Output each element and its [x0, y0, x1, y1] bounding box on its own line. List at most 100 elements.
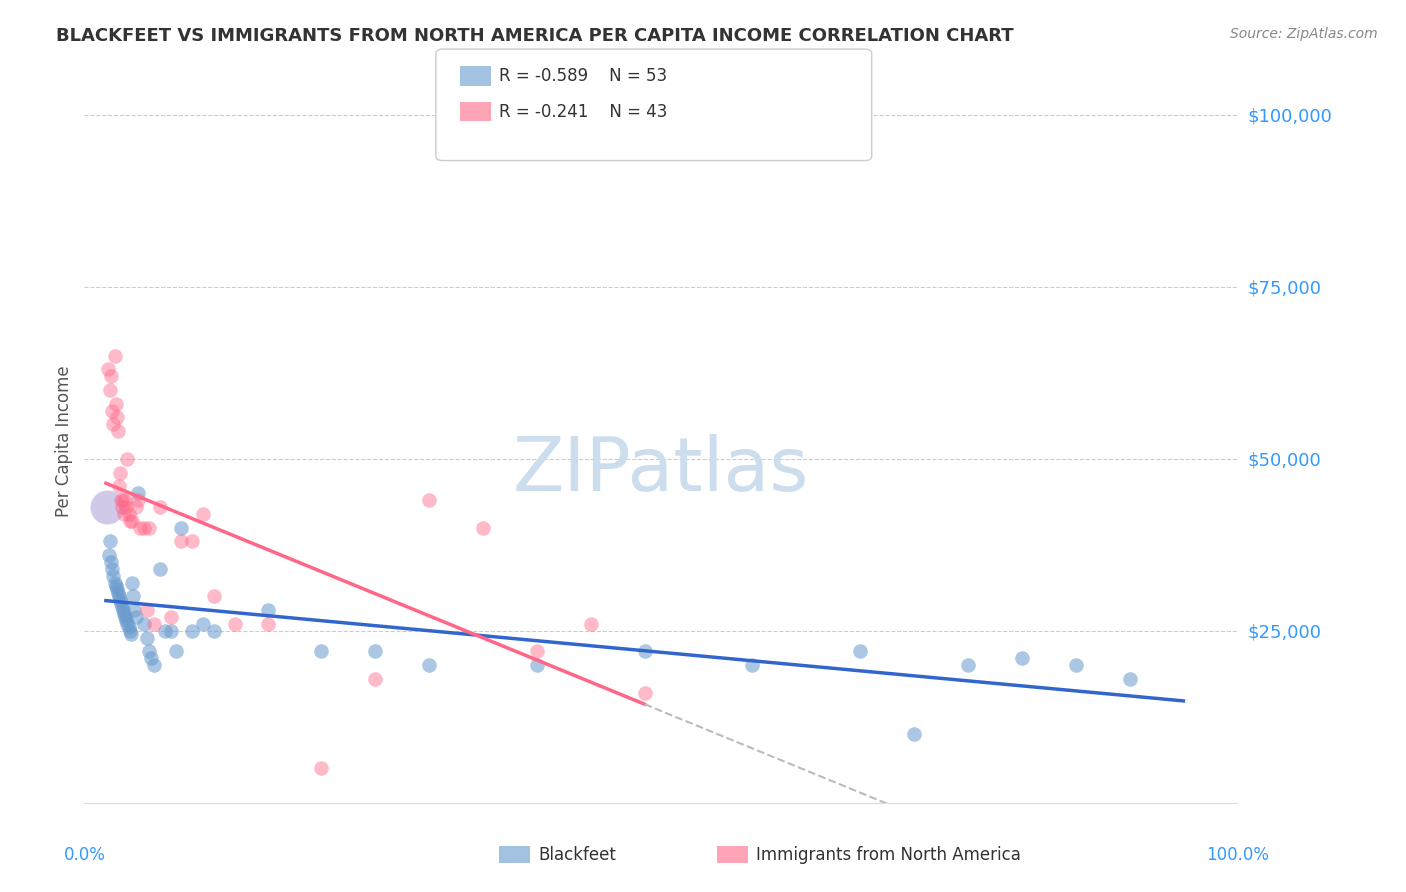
Point [107, 424, 129, 438]
Point [138, 644, 160, 658]
Point [112, 493, 135, 508]
Text: 0.0%: 0.0% [63, 847, 105, 864]
Point [149, 500, 172, 514]
Point [100, 555, 122, 569]
Point [104, 397, 127, 411]
Point [1118, 672, 1140, 686]
Point [132, 616, 155, 631]
Point [849, 644, 872, 658]
Point [114, 610, 136, 624]
Point [132, 520, 155, 534]
Text: ZIPatlas: ZIPatlas [513, 434, 808, 507]
Point [104, 579, 127, 593]
Point [143, 658, 166, 673]
Text: Immigrants from North America: Immigrants from North America [756, 846, 1021, 863]
Point [526, 658, 548, 673]
Point [141, 651, 163, 665]
Point [127, 493, 149, 508]
Text: Source: ZipAtlas.com: Source: ZipAtlas.com [1230, 27, 1378, 41]
Point [121, 590, 143, 604]
Point [117, 507, 139, 521]
Point [110, 596, 132, 610]
Point [135, 631, 157, 645]
Point [149, 562, 172, 576]
Point [112, 507, 135, 521]
Point [129, 520, 152, 534]
Point [1011, 651, 1033, 665]
Point [634, 644, 657, 658]
Point [125, 610, 148, 624]
Point [170, 534, 193, 549]
Point [98, 548, 121, 562]
Point [115, 500, 138, 514]
Point [526, 644, 548, 658]
Point [127, 486, 149, 500]
Point [170, 520, 193, 534]
Point [117, 451, 139, 466]
Text: 100.0%: 100.0% [1206, 847, 1268, 864]
Point [224, 616, 246, 631]
Point [108, 479, 131, 493]
Point [98, 383, 121, 397]
Text: BLACKFEET VS IMMIGRANTS FROM NORTH AMERICA PER CAPITA INCOME CORRELATION CHART: BLACKFEET VS IMMIGRANTS FROM NORTH AMERI… [56, 27, 1014, 45]
Point [97, 362, 120, 376]
Point [108, 590, 131, 604]
Point [107, 586, 129, 600]
Point [121, 575, 143, 590]
Point [153, 624, 176, 638]
Point [579, 616, 602, 631]
Point [256, 603, 278, 617]
Point [98, 534, 121, 549]
Point [120, 627, 142, 641]
Point [111, 599, 134, 614]
Point [118, 624, 141, 638]
Point [364, 644, 387, 658]
Point [202, 590, 225, 604]
Point [634, 686, 657, 700]
Point [105, 410, 128, 425]
Point [159, 624, 181, 638]
Point [191, 616, 214, 631]
Point [311, 644, 333, 658]
Point [364, 672, 387, 686]
Point [100, 369, 122, 384]
Point [165, 644, 187, 658]
Text: R = -0.589    N = 53: R = -0.589 N = 53 [499, 67, 668, 85]
Point [903, 727, 925, 741]
Point [256, 616, 278, 631]
Text: R = -0.241    N = 43: R = -0.241 N = 43 [499, 103, 668, 120]
Point [114, 493, 136, 508]
Point [103, 349, 125, 363]
Point [138, 520, 160, 534]
Point [108, 466, 131, 480]
Point [181, 534, 204, 549]
Point [135, 603, 157, 617]
Point [741, 658, 763, 673]
Point [115, 614, 138, 628]
Point [112, 603, 135, 617]
Point [191, 507, 214, 521]
Point [143, 616, 166, 631]
Point [101, 403, 124, 417]
Point [418, 493, 440, 508]
Point [117, 620, 139, 634]
Point [121, 514, 143, 528]
Point [108, 592, 131, 607]
Point [118, 514, 141, 528]
Point [159, 610, 181, 624]
Point [181, 624, 204, 638]
Point [105, 582, 128, 597]
Point [103, 575, 125, 590]
Text: Blackfeet: Blackfeet [538, 846, 616, 863]
Point [117, 616, 139, 631]
Point [1064, 658, 1087, 673]
Point [111, 500, 134, 514]
Point [103, 568, 125, 582]
Point [472, 520, 495, 534]
Point [96, 500, 118, 514]
Point [110, 493, 132, 508]
Point [103, 417, 125, 432]
Point [311, 761, 333, 775]
Point [112, 607, 135, 621]
Point [125, 500, 148, 514]
